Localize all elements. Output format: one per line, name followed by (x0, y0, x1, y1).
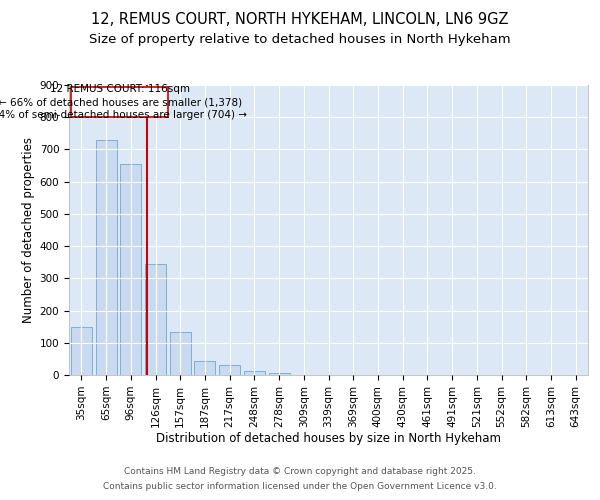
Y-axis label: Number of detached properties: Number of detached properties (22, 137, 35, 323)
Bar (71, 326, 92, 375)
X-axis label: Distribution of detached houses by size in North Hykeham: Distribution of detached houses by size … (156, 432, 501, 446)
Bar (244, 371, 265, 375)
Text: Size of property relative to detached houses in North Hykeham: Size of property relative to detached ho… (89, 32, 511, 46)
Bar (194, 360, 215, 375)
Text: Contains public sector information licensed under the Open Government Licence v3: Contains public sector information licen… (103, 482, 497, 491)
Bar (145, 264, 166, 375)
Text: Contains HM Land Registry data © Crown copyright and database right 2025.: Contains HM Land Registry data © Crown c… (124, 467, 476, 476)
Text: 12, REMUS COURT, NORTH HYKEHAM, LINCOLN, LN6 9GZ: 12, REMUS COURT, NORTH HYKEHAM, LINCOLN,… (91, 12, 509, 28)
Text: 12 REMUS COURT: 116sqm
← 66% of detached houses are smaller (1,378)
34% of semi-: 12 REMUS COURT: 116sqm ← 66% of detached… (0, 84, 247, 120)
Bar (95, 140, 116, 375)
Bar (170, 332, 191, 375)
Bar (120, 164, 141, 375)
Bar (219, 366, 240, 375)
Bar (269, 374, 290, 375)
FancyBboxPatch shape (71, 88, 168, 117)
